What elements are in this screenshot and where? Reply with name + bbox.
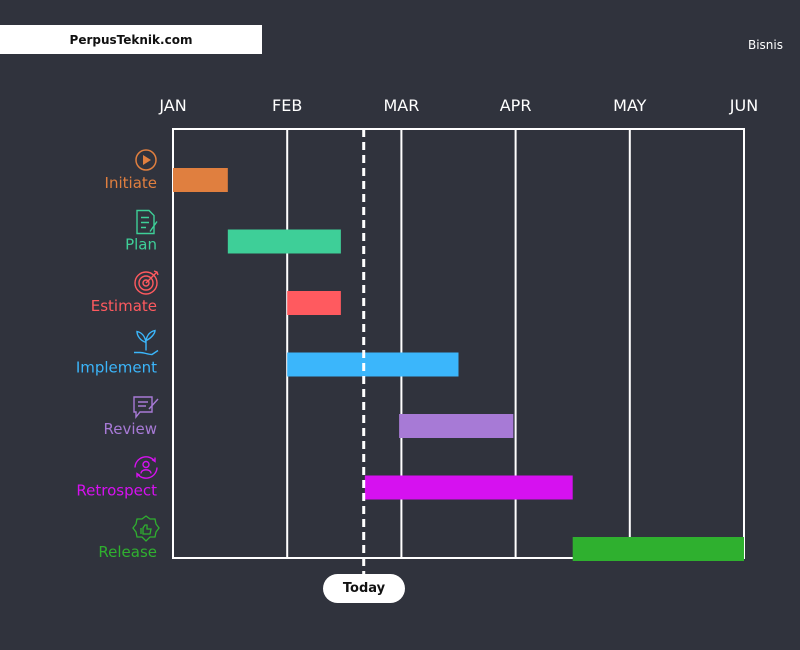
- task-label-release: Release: [98, 543, 157, 561]
- brand-label: PerpusTeknik.com: [0, 25, 262, 54]
- task-label-implement: Implement: [76, 359, 157, 377]
- task-label-review: Review: [103, 420, 157, 438]
- chat-edit-icon: [133, 396, 159, 419]
- task-bar-retrospect: [364, 475, 573, 500]
- month-label-apr: APR: [500, 96, 532, 115]
- month-label-may: MAY: [613, 96, 647, 115]
- task-label-initiate: Initiate: [105, 174, 157, 192]
- month-label-jun: JUN: [729, 96, 758, 115]
- today-marker-label: Today: [323, 574, 405, 603]
- document-pen-icon: [136, 209, 158, 235]
- plant-hand-icon: [134, 329, 159, 356]
- target-icon: [134, 270, 159, 295]
- thumbs-up-badge-icon: [132, 515, 160, 542]
- task-bar-initiate: [173, 168, 228, 192]
- person-cycle-icon: [134, 456, 158, 479]
- task-bar-plan: [227, 229, 341, 254]
- month-label-jan: JAN: [158, 96, 186, 115]
- category-label: Bisnis: [747, 38, 783, 52]
- month-label-mar: MAR: [383, 96, 419, 115]
- task-label-plan: Plan: [125, 236, 157, 254]
- task-label-estimate: Estimate: [91, 297, 157, 315]
- month-label-feb: FEB: [272, 96, 302, 115]
- task-bar-implement: [287, 352, 459, 377]
- play-circle-icon: [135, 149, 157, 171]
- task-bar-review: [399, 414, 514, 438]
- task-bar-estimate: [287, 291, 341, 315]
- task-bar-release: [572, 537, 744, 561]
- chart-frame: [172, 128, 745, 559]
- task-label-retrospect: Retrospect: [76, 482, 157, 500]
